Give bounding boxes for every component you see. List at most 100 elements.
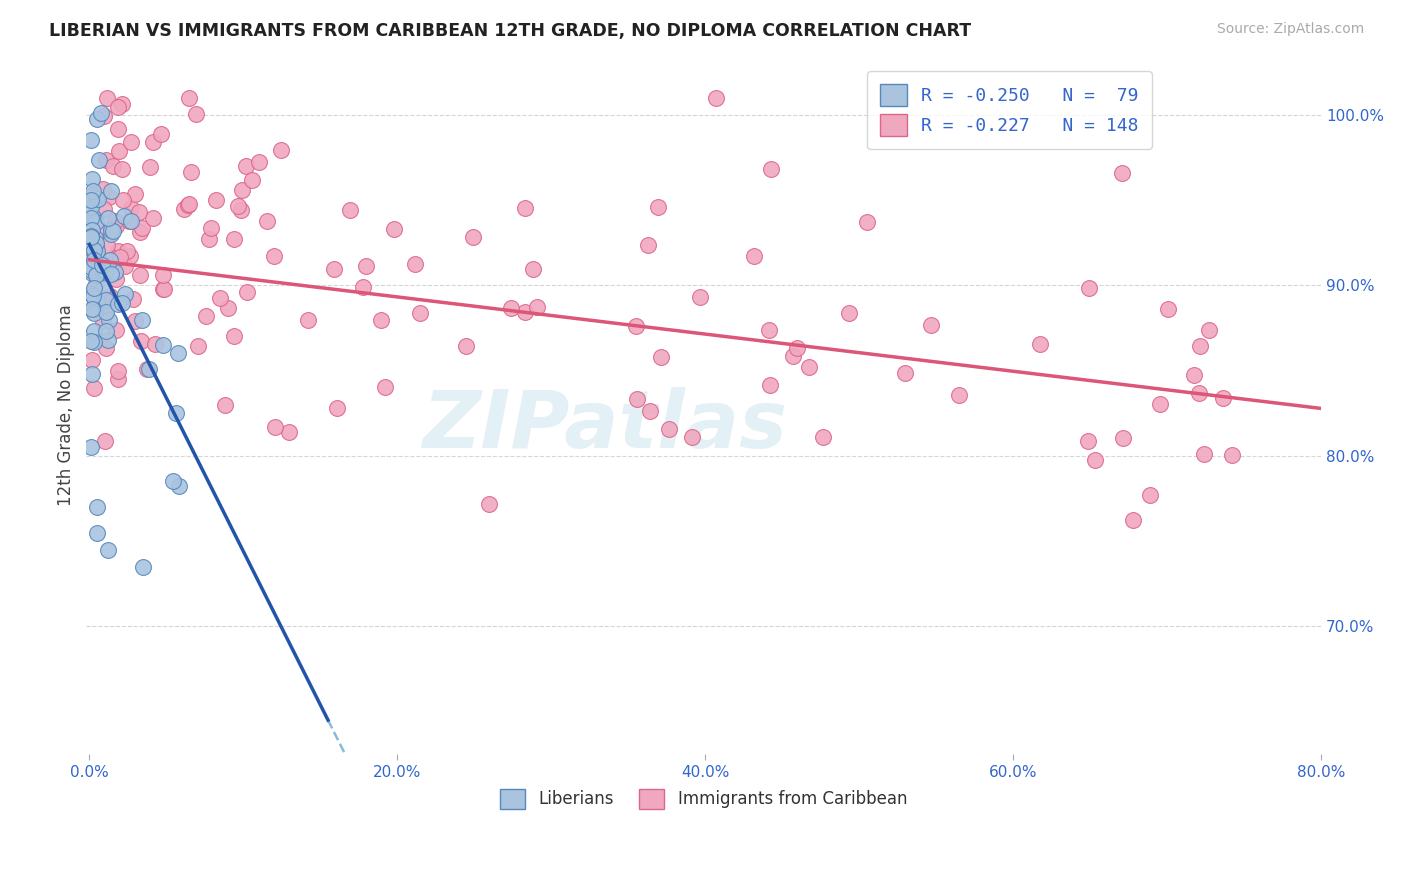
Point xyxy=(107,364,129,378)
Point xyxy=(1077,281,1099,295)
Point xyxy=(461,230,484,244)
Y-axis label: 12th Grade, No Diploma: 12th Grade, No Diploma xyxy=(58,304,75,506)
Point xyxy=(200,220,222,235)
Point xyxy=(742,249,765,263)
Point xyxy=(129,225,152,239)
Point xyxy=(797,359,820,374)
Point xyxy=(84,277,107,292)
Point xyxy=(1188,386,1211,401)
Point xyxy=(86,265,108,279)
Point xyxy=(94,264,117,278)
Point xyxy=(94,434,117,449)
Point xyxy=(80,228,103,243)
Point xyxy=(658,422,681,436)
Point xyxy=(82,210,104,224)
Point xyxy=(86,525,108,540)
Point xyxy=(97,190,120,204)
Point xyxy=(83,253,105,268)
Point xyxy=(894,366,917,380)
Point xyxy=(522,261,544,276)
Point xyxy=(80,266,103,280)
Point xyxy=(326,401,349,415)
Point xyxy=(84,190,107,204)
Point xyxy=(87,153,110,168)
Point xyxy=(374,380,396,394)
Point xyxy=(84,235,107,250)
Point xyxy=(152,268,174,282)
Point xyxy=(120,201,142,215)
Point xyxy=(217,301,239,315)
Point xyxy=(114,286,136,301)
Point xyxy=(501,301,523,316)
Point xyxy=(80,263,103,277)
Point xyxy=(138,362,160,376)
Point xyxy=(948,387,970,401)
Point xyxy=(214,398,236,412)
Point xyxy=(94,303,117,318)
Point xyxy=(93,280,115,294)
Point xyxy=(98,253,121,268)
Point xyxy=(681,430,703,444)
Point xyxy=(80,193,103,207)
Point xyxy=(920,318,942,333)
Point xyxy=(82,353,104,368)
Point xyxy=(179,91,201,105)
Point xyxy=(84,215,107,229)
Point xyxy=(105,219,128,234)
Point xyxy=(650,350,672,364)
Point xyxy=(104,214,127,228)
Point xyxy=(187,339,209,353)
Point xyxy=(256,214,278,228)
Point xyxy=(149,127,172,141)
Point xyxy=(80,440,103,454)
Point xyxy=(626,392,648,406)
Point xyxy=(111,193,134,207)
Point xyxy=(100,227,122,241)
Point xyxy=(86,244,108,258)
Point xyxy=(120,214,142,228)
Point xyxy=(98,312,121,326)
Point xyxy=(1029,337,1052,351)
Point xyxy=(112,209,135,223)
Point xyxy=(105,324,128,338)
Point xyxy=(114,260,136,274)
Point xyxy=(128,205,150,219)
Point xyxy=(83,302,105,317)
Point xyxy=(89,223,111,237)
Point xyxy=(637,237,659,252)
Point xyxy=(104,251,127,265)
Point xyxy=(222,232,245,246)
Point xyxy=(856,214,879,228)
Point xyxy=(86,293,108,307)
Point xyxy=(86,260,108,274)
Point xyxy=(138,160,160,174)
Point xyxy=(231,202,253,217)
Point xyxy=(352,279,374,293)
Point xyxy=(86,253,108,268)
Point xyxy=(94,342,117,356)
Point xyxy=(91,258,114,272)
Point xyxy=(104,265,127,279)
Point xyxy=(263,249,285,263)
Point xyxy=(124,186,146,201)
Point xyxy=(97,333,120,347)
Point xyxy=(142,135,165,149)
Point xyxy=(90,106,112,120)
Point xyxy=(82,223,104,237)
Point xyxy=(263,419,285,434)
Point xyxy=(1149,397,1171,411)
Point xyxy=(167,345,190,359)
Point xyxy=(80,251,103,265)
Point xyxy=(80,189,103,203)
Point xyxy=(165,406,187,420)
Point xyxy=(162,474,184,488)
Point xyxy=(84,254,107,268)
Point xyxy=(297,313,319,327)
Point xyxy=(526,301,548,315)
Point xyxy=(1084,452,1107,467)
Point xyxy=(107,121,129,136)
Point xyxy=(759,161,782,176)
Point xyxy=(80,245,103,260)
Text: Source: ZipAtlas.com: Source: ZipAtlas.com xyxy=(1216,22,1364,37)
Point xyxy=(83,299,105,313)
